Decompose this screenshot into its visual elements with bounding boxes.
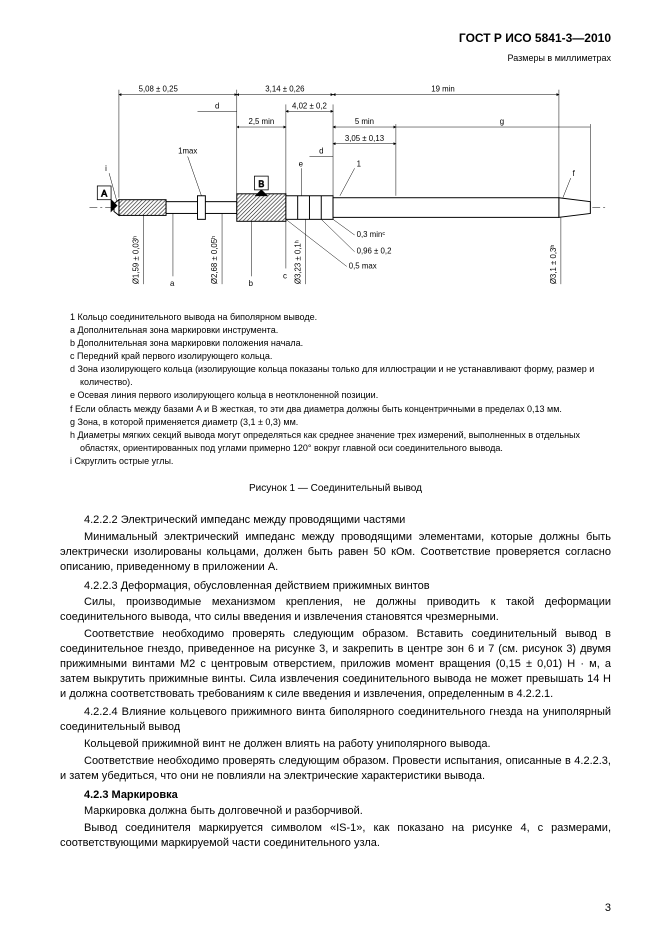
sect-423-p2: Вывод соединителя маркируется символом «… [60, 821, 611, 851]
svg-text:c: c [283, 272, 287, 281]
svg-text:g: g [500, 117, 504, 126]
sect-423-p1: Маркировка должна быть долговечной и раз… [60, 804, 611, 819]
figure-legend: 1 Кольцо соединительного вывода на бипол… [60, 311, 611, 468]
svg-text:3,14 ± 0,26: 3,14 ± 0,26 [265, 85, 305, 94]
svg-text:1max: 1max [178, 147, 197, 156]
svg-text:a: a [170, 279, 175, 288]
legend-b: b Дополнительная зона маркировки положен… [60, 337, 611, 350]
svg-text:5,08 ± 0,25: 5,08 ± 0,25 [139, 85, 179, 94]
sect-4223-p2: Соответствие необходимо проверять следую… [60, 627, 611, 701]
sect-4224-title: 4.2.2.4 Влияние кольцевого прижимного ви… [60, 705, 611, 735]
sect-4223-p1: Силы, производимые механизмом крепления,… [60, 595, 611, 625]
svg-text:Ø3,23 ± 0,1ʰ: Ø3,23 ± 0,1ʰ [294, 241, 303, 285]
svg-text:B: B [258, 179, 264, 189]
document-page: ГОСТ Р ИСО 5841-3—2010 Размеры в миллиме… [0, 0, 661, 936]
svg-text:Ø3,1 ± 0,3ʰ: Ø3,1 ± 0,3ʰ [549, 245, 558, 285]
svg-text:Ø1,59 ± 0,03ʰ: Ø1,59 ± 0,03ʰ [132, 236, 141, 284]
svg-text:b: b [249, 279, 254, 288]
connector-drawing: A B [60, 70, 611, 301]
svg-text:1: 1 [357, 160, 361, 169]
legend-g: g Зона, в которой применяется диаметр (3… [60, 416, 611, 429]
doc-header: ГОСТ Р ИСО 5841-3—2010 [60, 30, 611, 46]
legend-c: c Передний край первого изолирующего кол… [60, 350, 611, 363]
sect-423-title: 4.2.3 Маркировка [60, 788, 611, 803]
svg-text:3,05 ± 0,13: 3,05 ± 0,13 [345, 134, 385, 143]
legend-a: a Дополнительная зона маркировки инструм… [60, 324, 611, 337]
svg-text:e: e [299, 160, 304, 169]
svg-text:d: d [215, 102, 219, 111]
sect-4223-title: 4.2.2.3 Деформация, обусловленная действ… [60, 579, 611, 594]
sect-4224-p1: Кольцевой прижимной винт не должен влият… [60, 737, 611, 752]
svg-text:5 min: 5 min [355, 117, 374, 126]
legend-f: f Если область между базами A и B жестка… [60, 403, 611, 416]
svg-text:Ø2,68 ± 0,05ʰ: Ø2,68 ± 0,05ʰ [210, 236, 219, 284]
svg-text:A: A [101, 189, 107, 199]
svg-text:d: d [319, 147, 323, 156]
svg-text:19 min: 19 min [431, 85, 455, 94]
svg-text:0,3 minᶜ: 0,3 minᶜ [357, 230, 386, 239]
sect-4222-p1: Минимальный электрический импеданс между… [60, 530, 611, 575]
svg-text:f: f [573, 169, 576, 178]
legend-h: h Диаметры мягких секций вывода могут оп… [60, 429, 611, 455]
svg-text:2,5 min: 2,5 min [248, 117, 274, 126]
body-text: 4.2.2.2 Электрический импеданс между про… [60, 513, 611, 851]
legend-e: e Осевая линия первого изолирующего коль… [60, 389, 611, 402]
svg-text:4,02 ± 0,2: 4,02 ± 0,2 [292, 102, 327, 111]
figure-caption: Рисунок 1 — Соединительный вывод [60, 482, 611, 496]
legend-d: d Зона изолирующего кольца (изолирующие … [60, 363, 611, 389]
svg-text:0,96 ± 0,2: 0,96 ± 0,2 [357, 247, 392, 256]
legend-1: 1 Кольцо соединительного вывода на бипол… [60, 311, 611, 324]
sect-4224-p2: Соответствие необходимо проверять следую… [60, 754, 611, 784]
svg-text:0,5 max: 0,5 max [349, 262, 377, 271]
scale-note: Размеры в миллиметрах [60, 52, 611, 64]
sect-4222-title: 4.2.2.2 Электрический импеданс между про… [60, 513, 611, 528]
page-number: 3 [605, 901, 611, 916]
svg-text:i: i [105, 165, 107, 174]
legend-i: i Скруглить острые углы. [60, 455, 611, 468]
